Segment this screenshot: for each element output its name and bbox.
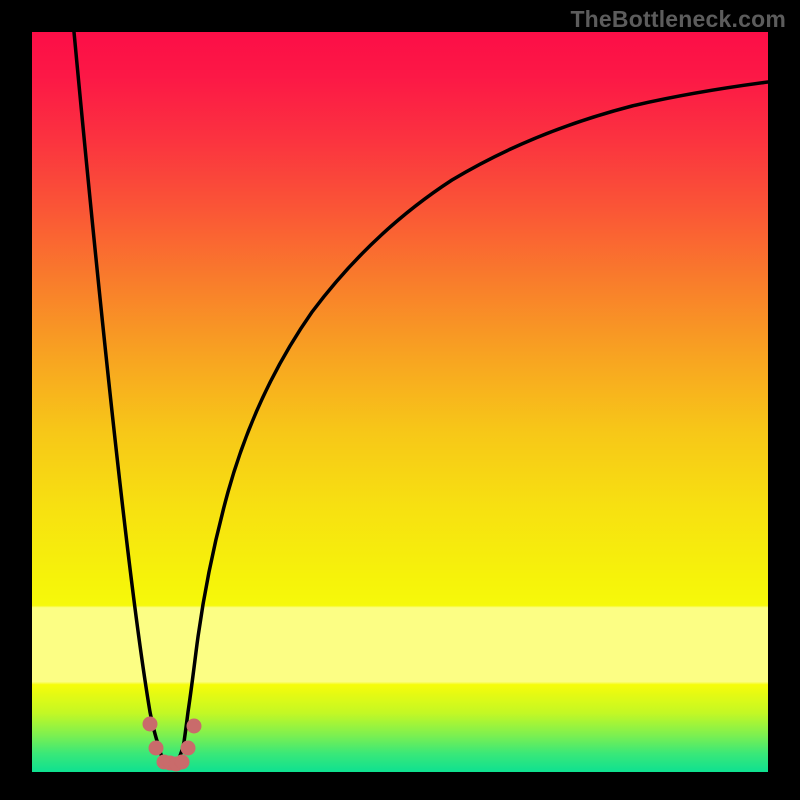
watermark-text: TheBottleneck.com xyxy=(570,6,786,33)
plot-area xyxy=(32,32,768,772)
curve-marker xyxy=(149,741,163,755)
chart-frame: TheBottleneck.com xyxy=(0,0,800,800)
curve-marker xyxy=(181,741,195,755)
plot-svg xyxy=(32,32,768,772)
curve-marker xyxy=(143,717,157,731)
curve-marker xyxy=(187,719,201,733)
curve-marker xyxy=(175,755,189,769)
